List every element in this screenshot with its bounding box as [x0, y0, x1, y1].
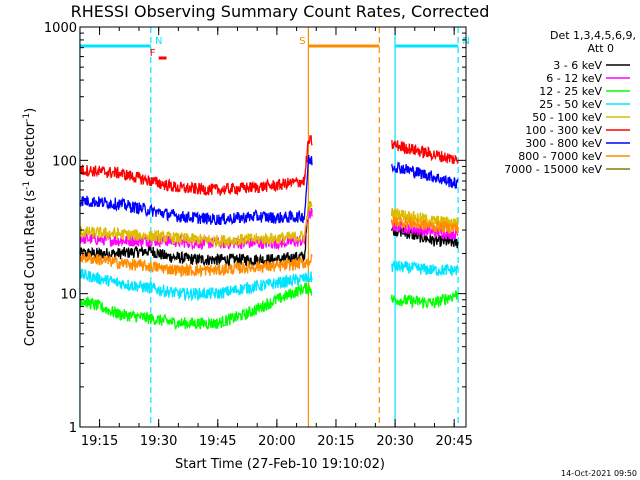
x-tick-label-4: 20:15: [317, 434, 354, 449]
legend-header-line2: Att 0: [588, 42, 614, 55]
x-tick-label-0: 19:15: [81, 434, 118, 449]
y-axis-label-sup2: -1: [22, 113, 32, 122]
series-line-3: [79, 259, 459, 302]
y-axis-label-main: Corrected Count Rate (s: [23, 190, 38, 347]
y-axis-label-mid: detector: [23, 121, 38, 181]
flag-label-2: F: [150, 48, 156, 59]
legend-label-2: 12 - 25 keV: [539, 85, 602, 98]
legend-label-6: 300 - 800 keV: [525, 137, 602, 150]
x-tick-label-6: 20:45: [435, 434, 472, 449]
legend-label-3: 25 - 50 keV: [539, 98, 602, 111]
legend-label-4: 50 - 100 keV: [532, 111, 602, 124]
x-tick-label-2: 19:45: [199, 434, 236, 449]
y-tick-label-2: 100: [52, 154, 77, 169]
y-axis-label-sup1: -1: [22, 181, 32, 190]
x-tick-label-5: 20:30: [376, 434, 413, 449]
x-axis-label: Start Time (27-Feb-10 19:10:02): [175, 457, 385, 472]
flag-label-3: S: [299, 36, 305, 47]
series-line-2: [79, 282, 459, 331]
x-tick-label-3: 20:00: [258, 434, 295, 449]
y-tick-label-1: 10: [60, 288, 77, 303]
timestamp: 14-Oct-2021 09:50: [561, 469, 637, 478]
legend-header-line1: Det 1,3,4,5,6,9,: [550, 29, 636, 42]
legend-label-7: 800 - 7000 keV: [518, 150, 602, 163]
legend-label-0: 3 - 6 keV: [553, 59, 602, 72]
y-tick-label-0: 1: [69, 421, 77, 436]
axes: 1 10 100 1000 19:15 19:30 19:45 20:00 20:15 20:30…: [44, 21, 473, 449]
legend-label-8: 7000 - 15000 keV: [504, 163, 602, 176]
legend-label-1: 6 - 12 keV: [546, 72, 602, 85]
series-line-5: [79, 135, 459, 197]
x-tick-label-1: 19:30: [140, 434, 177, 449]
series-line-4: [79, 201, 459, 249]
y-axis-label: Corrected Count Rate (s-1 detector-1): [22, 108, 38, 346]
y-axis-label-end: ): [23, 108, 38, 113]
series-line-7: [79, 215, 459, 278]
legend-label-5: 100 - 300 keV: [525, 124, 602, 137]
series-line-6: [79, 154, 459, 226]
flag-label-0: N: [155, 36, 162, 47]
chart-title: RHESSI Observing Summary Count Rates, Co…: [71, 2, 490, 21]
y-tick-label-3: 1000: [44, 21, 77, 36]
plot-area: N NFS: [79, 27, 470, 427]
plot-frame: [79, 26, 467, 428]
